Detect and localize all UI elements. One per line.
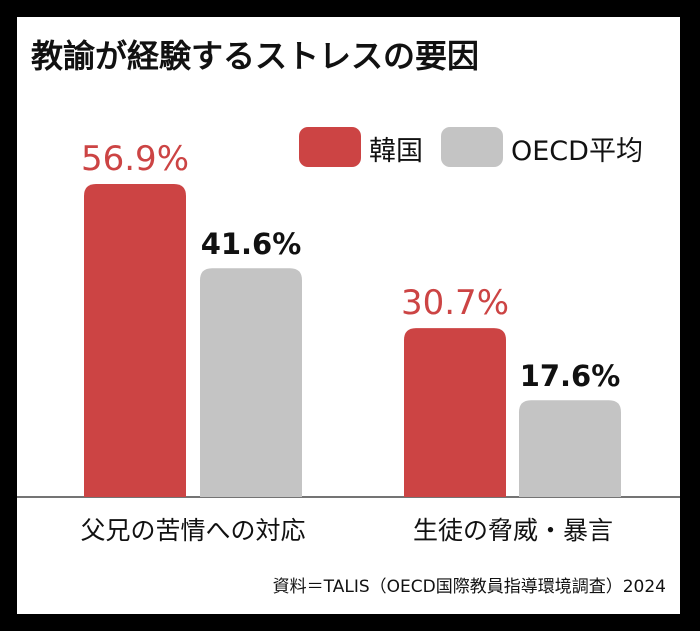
source-note: 資料＝TALIS（OECD国際教員指導環境調査）2024 bbox=[272, 577, 666, 597]
category-label-1: 生徒の脅威・暴言 bbox=[413, 516, 613, 545]
legend-swatch-korea bbox=[299, 127, 361, 167]
category-label-0: 父兄の苦情への対応 bbox=[80, 516, 305, 545]
data-label-oecd-0: 41.6% bbox=[201, 227, 302, 261]
chart-frame: 教諭が経験するストレスの要因 韓国 OECD平均 56.9% 30.7% 41.6%… bbox=[17, 17, 680, 614]
legend-swatch-oecd bbox=[441, 127, 503, 167]
bar-korea-0 bbox=[84, 184, 186, 498]
chart-title: 教諭が経験するストレスの要因 bbox=[31, 37, 480, 75]
bar-oecd-0 bbox=[200, 268, 302, 497]
data-label-korea-0: 56.9% bbox=[81, 139, 189, 179]
legend-label-korea: 韓国 bbox=[369, 136, 423, 167]
data-label-oecd-1: 17.6% bbox=[520, 359, 621, 393]
bar-oecd-1 bbox=[519, 400, 621, 497]
bar-korea-1 bbox=[404, 328, 506, 497]
data-label-korea-1: 30.7% bbox=[401, 283, 509, 323]
bar-chart: 56.9% 30.7% 41.6% 17.6% 父兄の苦情への対応 生徒の脅威・暴言 bbox=[17, 139, 680, 545]
legend-label-oecd: OECD平均 bbox=[511, 136, 643, 167]
